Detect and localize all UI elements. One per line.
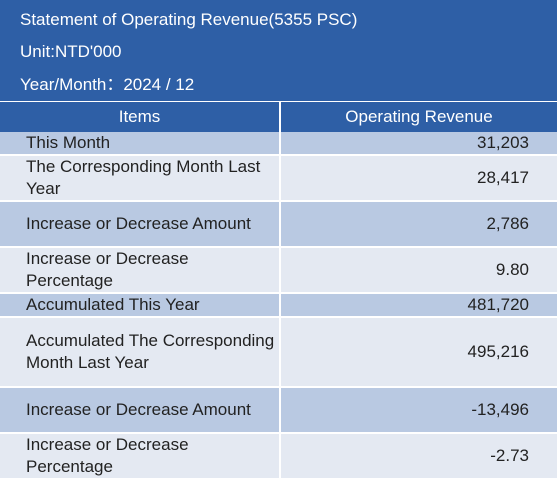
revenue-table: Items Operating Revenue This Month 31,20… [0,101,557,480]
statement-title: Statement of Operating Revenue(5355 PSC) [20,10,358,29]
row-item-label: Increase or Decrease Percentage [0,247,281,294]
table-row: Increase or Decrease Amount 2,786 [0,201,557,248]
row-value: 28,417 [280,155,557,202]
year-month-label: Year/Month：2024 / 12 [20,75,195,94]
row-item-label: The Corresponding Month Last Year [0,155,281,202]
row-value: 31,203 [280,132,557,156]
row-value: 2,786 [280,201,557,248]
unit-label: Unit:NTD'000 [20,42,122,61]
table-row: Accumulated The Corresponding Month Last… [0,317,557,388]
table-row: This Month 31,203 [0,132,557,156]
table-header-row: Items Operating Revenue [0,101,557,132]
row-value: -2.73 [280,433,557,480]
row-value: 9.80 [280,247,557,294]
row-value: 481,720 [280,293,557,318]
row-item-label: Increase or Decrease Percentage [0,433,281,480]
table-row: Increase or Decrease Amount -13,496 [0,387,557,434]
table-row: Increase or Decrease Percentage -2.73 [0,433,557,480]
statement-header: Statement of Operating Revenue(5355 PSC)… [0,0,557,101]
column-header-operating-revenue: Operating Revenue [280,101,557,132]
row-value: 495,216 [280,317,557,388]
table-row: Accumulated This Year 481,720 [0,293,557,318]
row-item-label: Increase or Decrease Amount [0,387,281,434]
row-item-label: Accumulated This Year [0,293,281,318]
table-row: The Corresponding Month Last Year 28,417 [0,155,557,202]
row-item-label: Increase or Decrease Amount [0,201,281,248]
row-item-label: This Month [0,132,281,156]
row-value: -13,496 [280,387,557,434]
column-header-items: Items [0,101,281,132]
row-item-label: Accumulated The Corresponding Month Last… [0,317,281,388]
table-row: Increase or Decrease Percentage 9.80 [0,247,557,294]
